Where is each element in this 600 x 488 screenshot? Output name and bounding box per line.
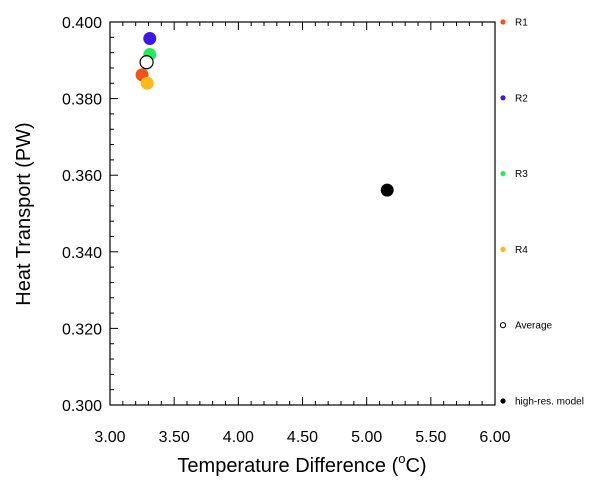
x-tick-label: 4.50 xyxy=(287,429,318,446)
legend-marker-r3 xyxy=(500,171,506,177)
x-tick-labels: 3.00 3.50 4.00 4.50 5.00 5.50 6.00 xyxy=(94,429,510,446)
x-tick-label: 6.00 xyxy=(479,429,510,446)
x-axis-title: Temperature Difference (oC) xyxy=(177,451,426,477)
y-tick-label: 0.320 xyxy=(62,321,102,338)
y-axis-title: Heat Transport (PW) xyxy=(13,122,35,305)
legend-label-r4: R4 xyxy=(515,245,528,256)
point-r4 xyxy=(140,76,154,90)
y-tick-label: 0.340 xyxy=(62,245,102,262)
x-tick-label: 5.00 xyxy=(351,429,382,446)
x-tick-label: 4.00 xyxy=(223,429,254,446)
legend-label-average: Average xyxy=(515,321,553,332)
data-points xyxy=(135,31,394,197)
point-high-res-model xyxy=(380,183,394,197)
x-tick-label: 3.00 xyxy=(94,429,125,446)
legend-marker-high-res-model xyxy=(500,398,506,404)
y-tick-label: 0.380 xyxy=(62,92,102,109)
plot-frame xyxy=(109,21,496,406)
x-tick-label: 5.50 xyxy=(415,429,446,446)
legend-marker-average xyxy=(499,322,507,329)
legend-marker-r1 xyxy=(500,19,506,25)
x-tick-label: 3.50 xyxy=(159,429,190,446)
y-tick-label: 0.300 xyxy=(62,398,102,415)
legend-marker-r4 xyxy=(500,246,506,252)
legend-label-r2: R2 xyxy=(515,93,528,104)
y-tick-labels: 0.300 0.320 0.340 0.360 0.380 0.400 xyxy=(62,15,102,415)
legend-label-high-res-model: high-res. model xyxy=(515,397,584,408)
legend-label-r1: R1 xyxy=(515,18,528,29)
y-tick-label: 0.360 xyxy=(62,168,102,185)
point-average xyxy=(139,55,154,70)
legend-label-r3: R3 xyxy=(515,169,528,180)
point-r2 xyxy=(143,31,157,45)
legend-marker-r2 xyxy=(500,95,506,101)
axis-ticks xyxy=(109,21,496,406)
legend: R1 R2 R3 R4 Average high-res. model xyxy=(499,18,584,408)
y-tick-label: 0.400 xyxy=(62,15,102,32)
